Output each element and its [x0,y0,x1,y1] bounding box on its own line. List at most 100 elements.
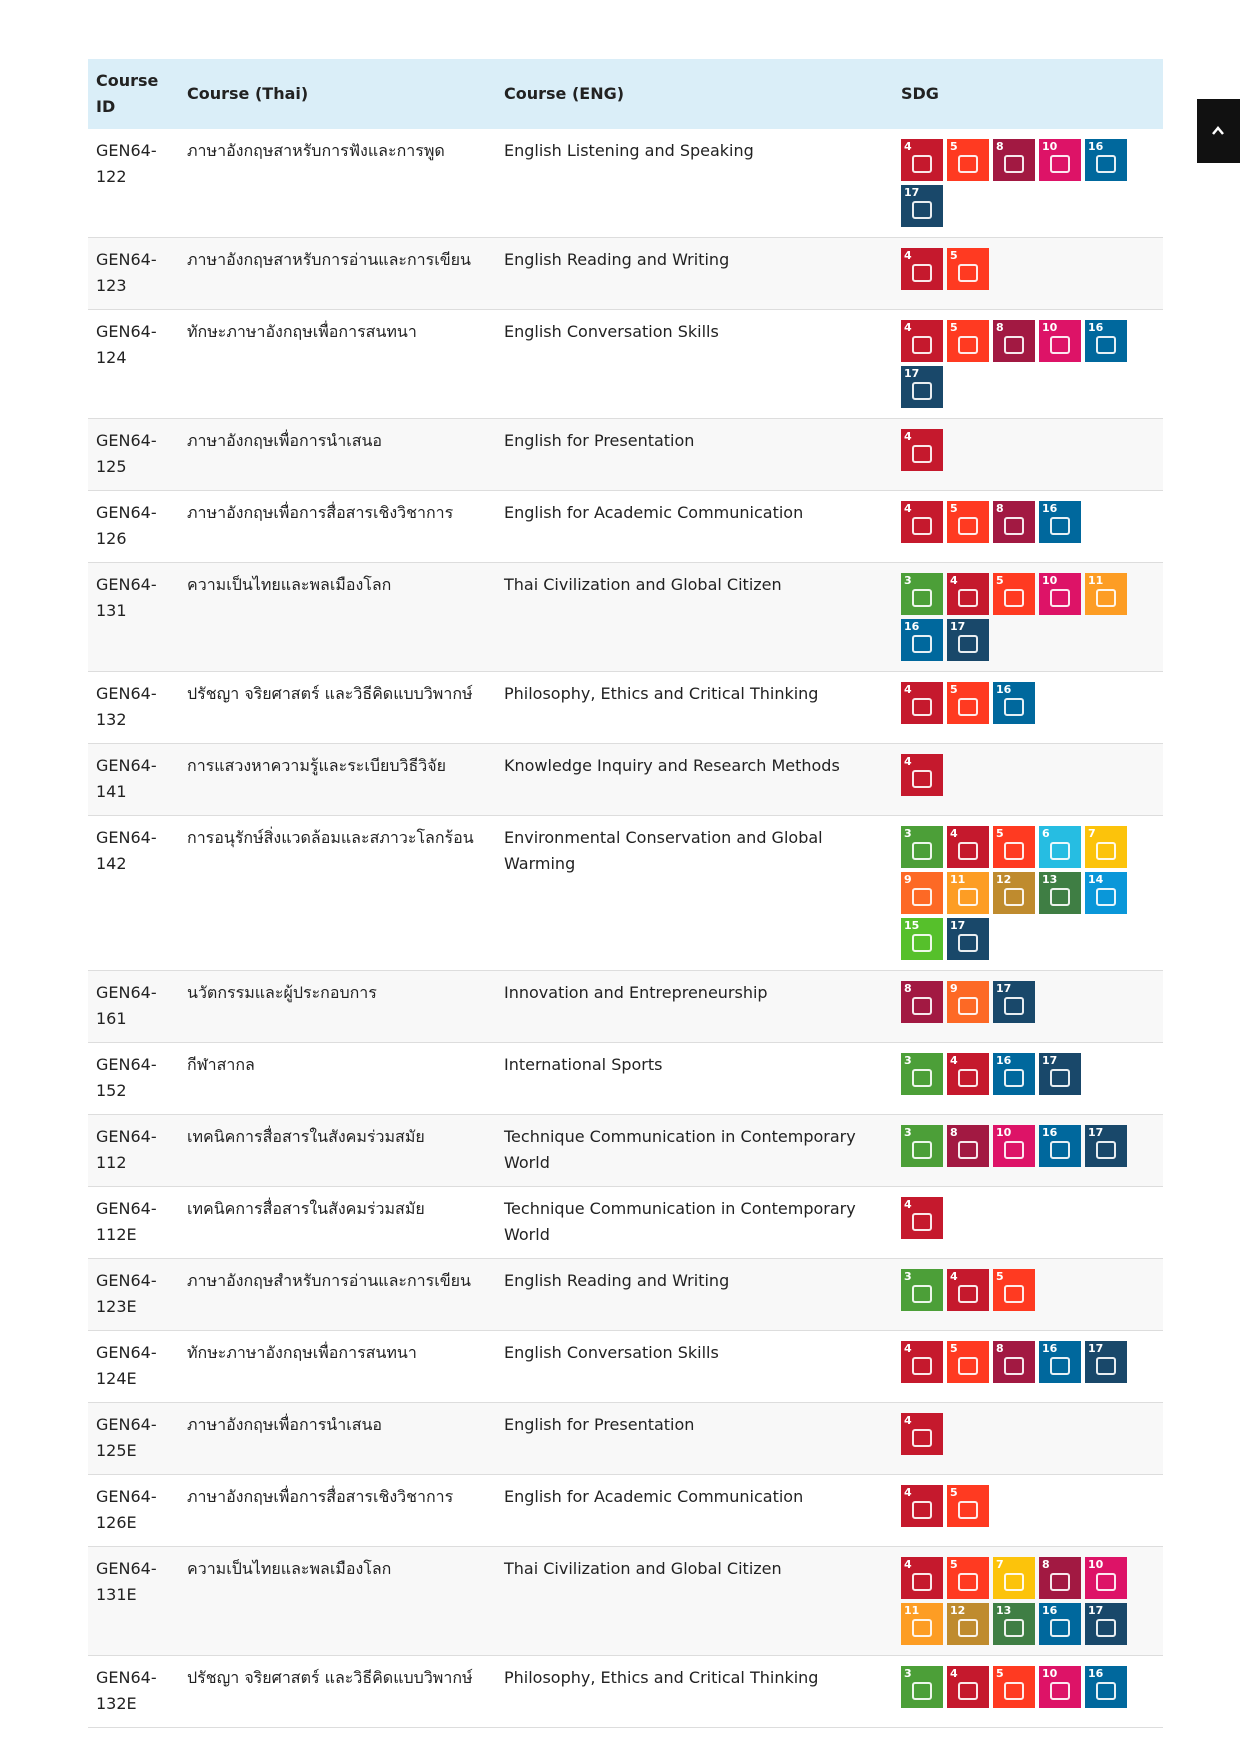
sdg-icon: 17 [901,366,943,408]
sdg-icon: 4 [901,320,943,362]
sdg-glyph [912,1429,932,1447]
sdg-number: 4 [904,683,912,696]
sdg-glyph [958,589,978,607]
sdg-icon: 5 [947,1341,989,1383]
sdg-number: 4 [950,827,958,840]
sdg-cell: 4 5 8 16 [893,490,1163,563]
course-eng: Technique Communication in Contemporary … [496,1114,893,1187]
course-thai: ทักษะภาษาอังกฤษเพื่อการสนทนา [179,1330,496,1403]
back-to-top-button[interactable] [1197,99,1240,163]
sdg-icon: 5 [993,1269,1035,1311]
sdg-number: 4 [904,140,912,153]
sdg-icon: 10 [993,1125,1035,1167]
sdg-icon: 17 [947,918,989,960]
course-row: GEN64-125 ภาษาอังกฤษเพื่อการนำเสนอ English… [88,418,1163,491]
sdg-glyph [1004,155,1024,173]
sdg-icon: 8 [993,1341,1035,1383]
sdg-icon: 16 [993,682,1035,724]
sdg-glyph [912,336,932,354]
sdg-number: 5 [950,249,958,262]
course-thai: ความเป็นไทยและพลเมืองโลก [179,562,496,672]
table-body: GEN64-122 ภาษาอังกฤษสาหรับการฟังและการพูด… [88,129,1163,1728]
sdg-glyph [1004,1619,1024,1637]
header-cell: Course (Thai) [179,59,496,129]
sdg-number: 3 [904,1667,912,1680]
header-cell: Course (ENG) [496,59,893,129]
sdg-number: 16 [1042,1342,1058,1355]
sdg-number: 8 [996,140,1004,153]
sdg-number: 8 [904,982,912,995]
sdg-glyph [912,888,932,906]
course-eng: English for Academic Communication [496,490,893,563]
sdg-number: 9 [950,982,958,995]
sdg-cell: 4 [893,418,1163,491]
sdg-cell: 8 9 17 [893,970,1163,1043]
sdg-icon: 8 [993,320,1035,362]
course-id: GEN64-112E [88,1186,179,1259]
course-row: GEN64-125E ภาษาอังกฤษเพื่อการนำเสนอ Englis… [88,1402,1163,1475]
sdg-number: 10 [1088,1558,1104,1571]
sdg-cell: 4 5 8 16 17 [893,1330,1163,1403]
course-eng: Innovation and Entrepreneurship [496,970,893,1043]
course-thai: การแสวงหาความรู้และระเบียบวิธีวิจัย [179,743,496,816]
course-row: GEN64-152 กีฬาสากล International Sports 3 4 1… [88,1042,1163,1115]
sdg-glyph [1004,1357,1024,1375]
sdg-number: 12 [996,873,1012,886]
sdg-icon: 8 [993,501,1035,543]
sdg-glyph [958,1357,978,1375]
sdg-icons: 4 5 8 10 16 17 [901,319,1136,408]
sdg-icon: 8 [1039,1557,1081,1599]
sdg-icon: 3 [901,1125,943,1167]
course-eng: International Sports [496,1042,893,1115]
sdg-number: 17 [904,186,920,199]
sdg-glyph [912,155,932,173]
sdg-number: 3 [904,827,912,840]
sdg-icon: 5 [947,1557,989,1599]
course-eng: Knowledge Inquiry and Research Methods [496,743,893,816]
course-id: GEN64-152 [88,1042,179,1115]
sdg-icon: 4 [901,1413,943,1455]
sdg-glyph [1096,1619,1116,1637]
sdg-icon: 11 [901,1603,943,1645]
sdg-icon: 16 [1085,1666,1127,1708]
sdg-icon: 16 [1039,501,1081,543]
sdg-icons: 3 4 5 10 11 16 17 [901,572,1136,661]
course-thai: ภาษาอังกฤษสำหรับการอ่านและการเขียน [179,1258,496,1331]
course-id: GEN64-126 [88,490,179,563]
sdg-glyph [958,1573,978,1591]
sdg-glyph [1004,1141,1024,1159]
course-thai: เทคนิคการสื่อสารในสังคมร่วมสมัย [179,1114,496,1187]
course-row: GEN64-123 ภาษาอังกฤษสาหรับการอ่านและการเข… [88,237,1163,310]
course-id: GEN64-112 [88,1114,179,1187]
sdg-glyph [1050,155,1070,173]
course-id: GEN64-125E [88,1402,179,1475]
sdg-icon: 5 [993,1666,1035,1708]
sdg-glyph [1096,1141,1116,1159]
course-row: GEN64-132 ปรัชญา จริยศาสตร์ และวิธีคิดแบบ… [88,671,1163,744]
sdg-glyph [912,1141,932,1159]
sdg-number: 16 [904,620,920,633]
course-id: GEN64-141 [88,743,179,816]
sdg-number: 4 [950,1270,958,1283]
sdg-number: 5 [996,574,1004,587]
course-row: GEN64-124E ทักษะภาษาอังกฤษเพื่อการสนทนา En… [88,1330,1163,1403]
sdg-glyph [1050,1619,1070,1637]
sdg-glyph [912,201,932,219]
sdg-number: 8 [996,1342,1004,1355]
sdg-glyph [1050,1682,1070,1700]
sdg-glyph [1050,1357,1070,1375]
sdg-number: 16 [1088,1667,1104,1680]
sdg-glyph [1050,1573,1070,1591]
sdg-icon: 9 [947,981,989,1023]
sdg-icon: 3 [901,826,943,868]
sdg-number: 10 [996,1126,1012,1139]
course-id: GEN64-131E [88,1546,179,1656]
sdg-number: 3 [904,1270,912,1283]
course-row: GEN64-132E ปรัชญา จริยศาสตร์ และวิธีคิดแบ… [88,1655,1163,1728]
course-id: GEN64-125 [88,418,179,491]
course-row: GEN64-112 เทคนิคการสื่อสารในสังคมร่วมสมัย… [88,1114,1163,1187]
course-table: Course ID Course (Thai) Course (ENG) SDG… [88,59,1163,1728]
sdg-glyph [1004,1573,1024,1591]
sdg-number: 4 [904,430,912,443]
sdg-cell: 4 5 16 [893,671,1163,744]
